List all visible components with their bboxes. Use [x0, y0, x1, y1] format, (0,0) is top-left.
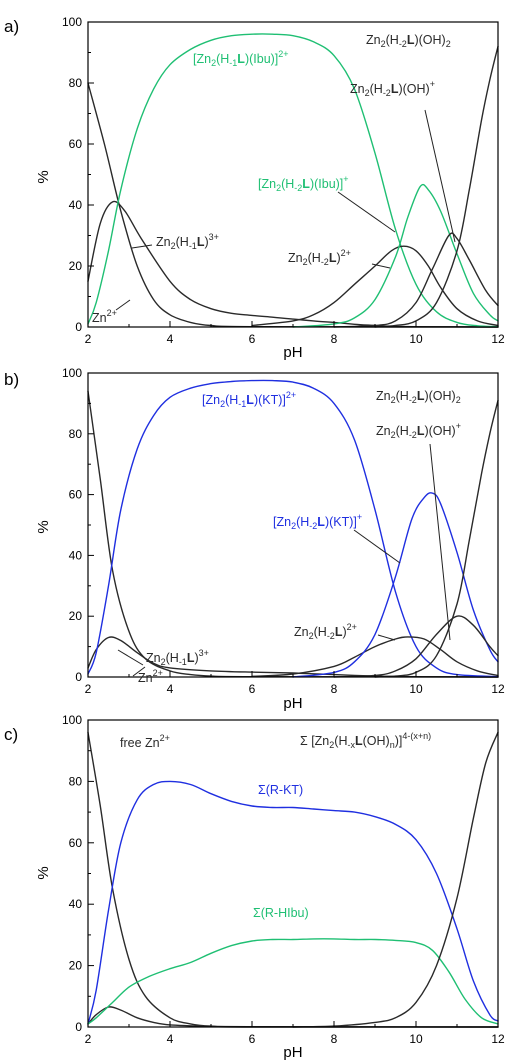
- series-line-a-6: [374, 45, 499, 328]
- label-zn2-h2l-oh2-b: Zn2(H-2L)(OH)2: [376, 389, 461, 405]
- series-line-c-4: [292, 731, 499, 1028]
- x-tick-label-b: 6: [249, 682, 256, 696]
- x-tick-label-b: 12: [491, 682, 505, 696]
- leader-zn2-h2l-oh: [424, 109, 456, 243]
- x-tick-label-c: 2: [85, 1032, 92, 1046]
- x-tick-label-b: 4: [167, 682, 174, 696]
- y-tick-label-b: 40: [69, 548, 83, 562]
- label-zn2-h1l-ibu: [Zn2(H-1L)(Ibu)]2+: [193, 49, 289, 68]
- x-axis-title-c: pH: [283, 1044, 302, 1061]
- leader-zn-free-a: [115, 299, 131, 311]
- label-free-zn: free Zn2+: [120, 733, 170, 750]
- series-line-c-3: [87, 938, 499, 1025]
- x-tick-label-c: 12: [491, 1032, 505, 1046]
- series-line-a-4: [292, 183, 499, 328]
- x-tick-label-c: 10: [409, 1032, 423, 1046]
- label-zn-free-b: Zn2+: [138, 668, 163, 685]
- label-sum-r-kt: Σ(R-KT): [258, 783, 303, 797]
- series-line-b-5: [333, 615, 499, 678]
- y-tick-label-b: 80: [69, 427, 83, 441]
- y-tick-label-a: 0: [75, 320, 82, 334]
- x-tick-label-b: 10: [409, 682, 423, 696]
- y-tick-label-a: 40: [69, 198, 83, 212]
- panel-label-c: c): [4, 725, 18, 744]
- series-line-c-2: [87, 780, 499, 1025]
- x-tick-label-a: 6: [249, 332, 256, 346]
- panel-c: c) 2 4 6 8 10 12 0 20 40 60 80 100 pH % free Zn2+ Σ…: [4, 713, 505, 1061]
- x-tick-label-a: 10: [409, 332, 423, 346]
- series-line-a-5: [333, 232, 499, 328]
- label-sum-r-hibu: Σ(R-HIbu): [253, 906, 309, 920]
- series-line-b-4: [292, 492, 499, 678]
- label-zn2-h1l-3plus-b: Zn2(H-1L)3+: [146, 648, 209, 667]
- x-axis-title-b: pH: [283, 695, 302, 712]
- label-zn2-h2l-2plus: Zn2(H-2L)2+: [288, 248, 351, 267]
- x-tick-label-a: 4: [167, 332, 174, 346]
- x-tick-label-b: 8: [331, 682, 338, 696]
- y-tick-label-c: 60: [69, 836, 83, 850]
- panel-label-a: a): [4, 17, 19, 36]
- leader-zn2-h1l-3plus-b: [117, 649, 144, 666]
- y-tick-label-a: 20: [69, 259, 83, 273]
- x-tick-label-c: 8: [331, 1032, 338, 1046]
- label-zn2-h2l-kt: [Zn2(H-2L)(KT)]+: [273, 512, 362, 531]
- y-tick-label-b: 60: [69, 488, 83, 502]
- label-zn2-h2l-oh-plus-b: Zn2(H-2L)(OH)+: [376, 421, 461, 440]
- y-tick-label-a: 100: [62, 15, 82, 29]
- label-zn2-h2l-oh-plus: Zn2(H-2L)(OH)+: [350, 79, 435, 98]
- leader-zn2-h2l-2plus-b: [377, 634, 396, 641]
- y-tick-label-c: 80: [69, 774, 83, 788]
- x-tick-label-a: 8: [331, 332, 338, 346]
- x-tick-label-c: 6: [249, 1032, 256, 1046]
- series-line-a-3: [251, 245, 499, 327]
- panel-label-b: b): [4, 370, 19, 389]
- leader-zn2-h1l-3plus: [131, 244, 153, 249]
- leader-zn2-h2l-kt: [353, 529, 401, 564]
- y-tick-label-c: 40: [69, 897, 83, 911]
- y-axis-title-a: %: [35, 170, 52, 183]
- y-tick-label-a: 80: [69, 76, 83, 90]
- label-zn2-h2l-ibu: [Zn2(H-2L)(Ibu)]+: [258, 174, 349, 193]
- series-line-c-0: [87, 731, 499, 1028]
- y-tick-label-c: 100: [62, 713, 82, 727]
- y-axis-title-c: %: [35, 866, 52, 879]
- leader-zn2-h2l-oh-b: [429, 443, 451, 641]
- leader-zn2-h2l-2plus: [371, 263, 391, 269]
- y-axis-title-b: %: [35, 520, 52, 533]
- label-zn2-h1l-kt: [Zn2(H-1L)(KT)]2+: [202, 390, 296, 409]
- x-axis-title-a: pH: [283, 344, 302, 361]
- leader-zn-free-b: [132, 666, 146, 677]
- panel-b: b) 2 4 6 8 10 12 0 20 40 60 80 100 pH % [Zn2(H-1L)(…: [4, 366, 505, 712]
- label-zn2-h2l-oh2: Zn2(H-2L)(OH)2: [366, 33, 451, 49]
- series-line-b-2: [87, 379, 499, 678]
- leader-zn2-h2l-ibu: [337, 191, 396, 233]
- label-zn2-h1l-3plus: Zn2(H-1L)3+: [156, 232, 219, 251]
- label-zn-free-a: Zn2+: [92, 308, 117, 325]
- label-zn2-h2l-2plus-b: Zn2(H-2L)2+: [294, 622, 357, 641]
- label-sum-zn-complex: Σ [Zn2(H-xL(OH)n)]4-(x+n): [300, 731, 431, 750]
- y-tick-label-a: 60: [69, 137, 83, 151]
- x-tick-label-b: 2: [85, 682, 92, 696]
- y-tick-label-c: 20: [69, 959, 83, 973]
- x-tick-label-a: 12: [491, 332, 505, 346]
- x-tick-label-c: 4: [167, 1032, 174, 1046]
- y-tick-label-c: 0: [75, 1020, 82, 1034]
- panel-a: a) 2 4 6 8 10 12 0 20 40 60 80 100 pH % [Zn2(H-1L)(…: [4, 15, 505, 361]
- x-tick-label-a: 2: [85, 332, 92, 346]
- series-line-a-0: [87, 82, 499, 328]
- y-tick-label-b: 20: [69, 609, 83, 623]
- series-line-b-3: [251, 636, 499, 678]
- y-tick-label-b: 0: [75, 670, 82, 684]
- y-tick-label-b: 100: [62, 366, 82, 380]
- series-line-b-6: [374, 399, 499, 678]
